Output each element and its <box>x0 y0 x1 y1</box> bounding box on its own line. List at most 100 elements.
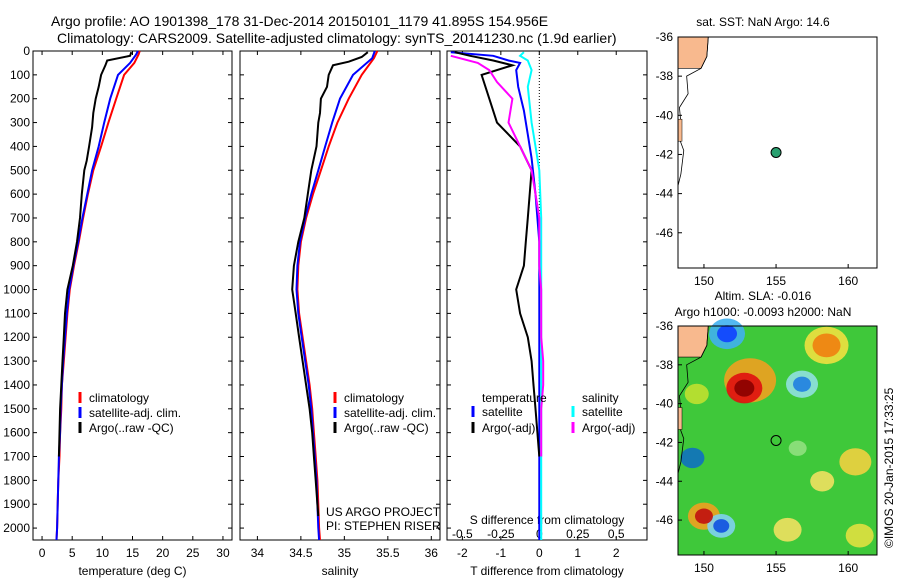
map-y-tick-label: -46 <box>656 226 674 240</box>
x-tick-label: 1 <box>574 546 581 560</box>
map-y-tick-label: -40 <box>656 397 674 411</box>
x-tick-label: 0 <box>39 546 46 560</box>
sla-anomaly <box>793 376 812 392</box>
sla-anomaly <box>680 447 705 469</box>
x-tick-label: 10 <box>96 546 110 560</box>
legend-label: Argo(..raw -QC) <box>89 421 174 435</box>
sla-anomaly <box>773 517 802 542</box>
depth-tick-label: 300 <box>10 116 30 130</box>
depth-tick-label: 1300 <box>3 354 30 368</box>
depth-tick-label: 1500 <box>3 402 30 416</box>
x-tick-label: 30 <box>216 546 230 560</box>
map-x-tick-label: 155 <box>766 274 786 288</box>
x-tick-label: 5 <box>69 546 76 560</box>
series-t-satellite <box>450 51 541 540</box>
legend-label: Argo(..raw -QC) <box>344 421 429 435</box>
altimetry-map <box>677 318 878 556</box>
legend-header-temperature: temperature <box>482 391 547 405</box>
series-satellite-adj-clim- <box>55 50 139 541</box>
sla-anomaly <box>845 523 874 548</box>
map-frame <box>677 36 878 269</box>
x-tick-label: -2 <box>457 546 468 560</box>
depth-tick-label: 1800 <box>3 473 30 487</box>
project-label: US ARGO PROJECT <box>326 505 441 519</box>
depth-tick-label: 1600 <box>3 426 30 440</box>
map-x-tick-label: 150 <box>694 561 714 575</box>
depth-tick-label: 1400 <box>3 378 30 392</box>
s-tick-label: 0.25 <box>566 527 590 541</box>
map-y-tick-label: -38 <box>656 69 674 83</box>
depth-tick-label: 200 <box>10 92 30 106</box>
argo-location-marker <box>770 435 782 446</box>
pi-label: PI: STEPHEN RISER <box>326 519 441 533</box>
sla-anomaly <box>684 383 709 405</box>
map-y-tick-label: -36 <box>656 30 674 44</box>
depth-tick-label: 700 <box>10 211 30 225</box>
map-y-tick-label: -42 <box>656 435 674 449</box>
x-tick-label: 34 <box>251 546 265 560</box>
x-tick-label: 2 <box>613 546 620 560</box>
x-tick-label: 25 <box>186 546 200 560</box>
map-x-tick-label: 160 <box>838 561 858 575</box>
depth-tick-label: 1700 <box>3 450 30 464</box>
x-tick-label: 34.5 <box>289 546 313 560</box>
plot-frame-2 <box>446 50 648 541</box>
series-argo-raw-qc- <box>57 51 133 457</box>
map-y-tick-label: -44 <box>656 474 674 488</box>
legend-label: climatology <box>344 391 404 405</box>
depth-tick-label: 900 <box>10 259 30 273</box>
map-y-tick-label: -46 <box>656 513 674 527</box>
map-x-tick-label: 150 <box>694 274 714 288</box>
map-frame <box>677 325 878 556</box>
s-tick-label: -0.25 <box>487 527 515 541</box>
x-tick-label: 15 <box>126 546 140 560</box>
series-argo-raw-qc- <box>291 51 369 517</box>
sla-anomaly <box>810 471 835 492</box>
s-tick-label: -0.5 <box>452 527 473 541</box>
map-y-tick-label: -44 <box>656 187 674 201</box>
depth-tick-label: 1100 <box>4 306 30 320</box>
x-tick-label: 0 <box>536 546 543 560</box>
x-tick-label: -1 <box>496 546 507 560</box>
x-tick-label: 20 <box>156 546 170 560</box>
sla-anomaly <box>734 379 755 397</box>
map-y-tick-label: -36 <box>656 319 674 333</box>
tasmania-coast <box>677 407 683 430</box>
depth-tick-label: 1900 <box>3 497 30 511</box>
series-s-satellite <box>518 51 543 540</box>
sla-anomaly <box>839 448 872 476</box>
sla-anomaly <box>713 519 730 533</box>
depth-tick-label: 400 <box>10 139 30 153</box>
x-axis-label: salinity <box>322 564 359 578</box>
series-t-argo-adj- <box>454 51 541 457</box>
tasmania-coast <box>677 118 683 142</box>
s-axis-label: S difference from climatology <box>470 513 625 527</box>
depth-tick-label: 0 <box>23 44 30 58</box>
s-tick-label: 0.5 <box>608 527 625 541</box>
legend-header-salinity: salinity <box>582 391 619 405</box>
legend-label: climatology <box>89 391 149 405</box>
sla-map-title: Altim. SLA: -0.016 <box>715 289 812 303</box>
depth-tick-label: 500 <box>10 163 30 177</box>
sla-anomaly <box>694 508 713 524</box>
depth-tick-label: 600 <box>10 187 30 201</box>
x-axis-label: temperature (deg C) <box>78 564 186 578</box>
x-tick-label: 35 <box>338 546 352 560</box>
series-climatology <box>296 50 379 541</box>
legend-label: Argo(-adj) <box>482 421 535 435</box>
sla-anomaly <box>788 440 807 456</box>
argo-height-title: Argo h1000: -0.0093 h2000: NaN <box>675 305 852 319</box>
plot-frame-1 <box>239 50 441 541</box>
coastline <box>677 325 709 474</box>
title-line-1: Argo profile: AO 1901398_178 31-Dec-2014… <box>51 13 549 29</box>
depth-tick-label: 2000 <box>3 521 30 535</box>
map-x-tick-label: 155 <box>766 561 786 575</box>
legend-label: satellite <box>582 405 623 419</box>
map-y-tick-label: -40 <box>656 108 674 122</box>
legend-label: satellite-adj. clim. <box>344 406 436 420</box>
depth-tick-label: 100 <box>10 68 30 82</box>
x-axis-label: T difference from climatology <box>470 564 624 578</box>
depth-tick-label: 1200 <box>3 330 30 344</box>
x-tick-label: 36 <box>425 546 439 560</box>
